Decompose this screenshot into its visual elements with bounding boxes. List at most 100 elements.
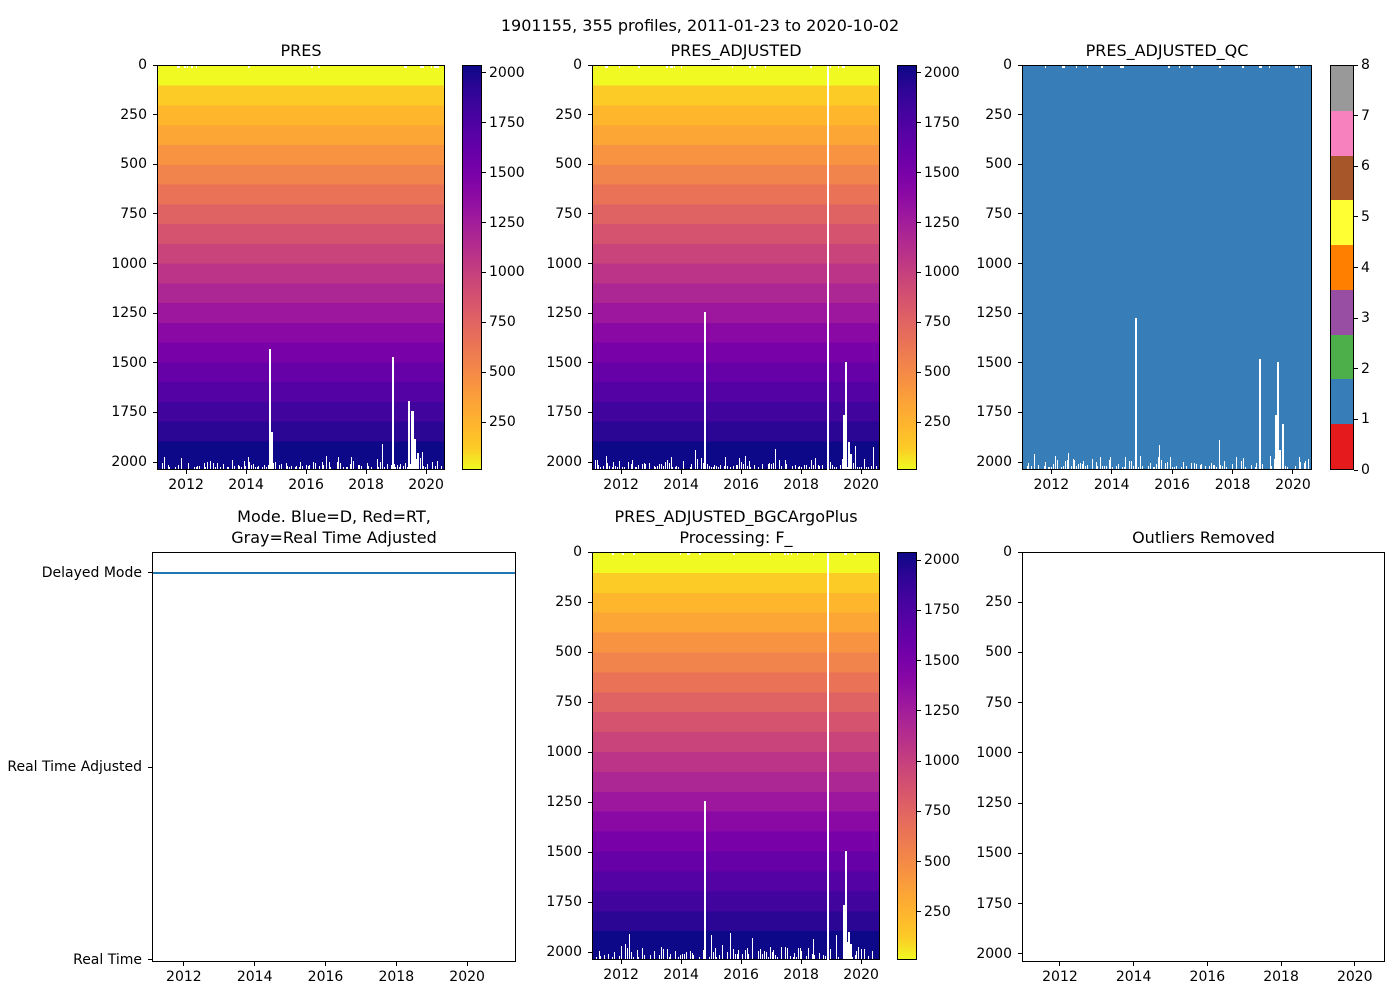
shallow-profile-noise xyxy=(1172,467,1174,469)
surface-gap-noise xyxy=(810,66,812,68)
shallow-profile-noise xyxy=(695,450,697,469)
shallow-profile-noise xyxy=(1081,464,1083,469)
x-tick-label: 2020 xyxy=(1275,477,1311,493)
x-tick-mark xyxy=(620,960,622,964)
surface-gap-noise xyxy=(611,553,615,555)
surface-gap-noise xyxy=(420,66,423,68)
y-tick-label: 0 xyxy=(1003,544,1012,560)
shallow-profile-noise xyxy=(836,466,837,469)
shallow-profile-noise xyxy=(381,444,383,469)
shallow-profile-noise xyxy=(771,464,773,469)
surface-gap-noise xyxy=(431,66,432,68)
x-tick-mark xyxy=(1133,962,1135,966)
shallow-profile-noise xyxy=(630,464,632,469)
shallow-profile-noise xyxy=(674,950,676,959)
shallow-profile-noise xyxy=(649,462,651,469)
shallow-profile-noise xyxy=(609,465,611,469)
subplot-title-mode: Mode. Blue=D, Red=RT, Gray=Real Time Adj… xyxy=(231,507,437,547)
y-tick-label: 1250 xyxy=(976,305,1012,322)
shallow-profile-noise xyxy=(360,465,362,469)
missing-data-column xyxy=(843,415,846,469)
x-tick-mark xyxy=(185,470,187,474)
x-tick-label: 2020 xyxy=(408,477,444,493)
shallow-profile-noise xyxy=(741,954,743,959)
shallow-profile-noise xyxy=(662,949,664,959)
shallow-profile-noise xyxy=(870,466,872,469)
shallow-profile-noise xyxy=(1193,463,1195,469)
shallow-profile-noise xyxy=(1201,463,1203,469)
shallow-profile-noise xyxy=(1149,462,1151,469)
shallow-profile-noise xyxy=(657,465,659,469)
colorbar-tick-label: 1750 xyxy=(924,114,960,131)
y-tick-label: 250 xyxy=(985,106,1012,123)
y-tick-label: 1750 xyxy=(546,894,582,910)
shallow-profile-noise xyxy=(627,461,629,469)
shallow-profile-noise xyxy=(1158,456,1160,469)
shallow-profile-noise xyxy=(1186,466,1188,469)
y-tick-mark xyxy=(1018,263,1022,265)
shallow-profile-noise xyxy=(682,460,684,469)
shallow-profile-noise xyxy=(1063,466,1064,469)
shallow-profile-noise xyxy=(813,938,814,959)
shallow-profile-noise xyxy=(725,456,727,469)
shallow-profile-noise xyxy=(638,465,640,469)
surface-gap-noise xyxy=(1062,66,1066,68)
y-tick-label: 1500 xyxy=(546,354,582,371)
colorbar-tick-mark xyxy=(917,861,921,863)
shallow-profile-noise xyxy=(630,952,632,959)
shallow-profile-noise xyxy=(613,462,615,469)
shallow-profile-noise xyxy=(247,456,249,469)
y-tick-mark xyxy=(153,312,157,314)
shallow-profile-noise xyxy=(338,457,340,469)
missing-data-column xyxy=(850,454,852,469)
shallow-profile-noise xyxy=(359,464,361,469)
shallow-profile-noise xyxy=(619,956,621,959)
x-tick-mark xyxy=(860,960,862,964)
surface-gap-noise xyxy=(621,553,624,555)
surface-gap-noise xyxy=(844,553,847,555)
shallow-profile-noise xyxy=(1243,458,1245,469)
plot-area-pres_adjusted xyxy=(592,65,880,470)
shallow-profile-noise xyxy=(196,466,197,469)
shallow-profile-noise xyxy=(793,953,795,959)
shallow-profile-noise xyxy=(203,463,205,469)
surface-gap-noise xyxy=(605,66,608,68)
x-tick-mark xyxy=(183,962,185,966)
shallow-profile-noise xyxy=(1076,466,1078,469)
shallow-profile-noise xyxy=(1286,466,1288,469)
shallow-profile-noise xyxy=(775,449,777,469)
shallow-profile-noise xyxy=(616,466,618,469)
x-tick-mark xyxy=(254,962,256,966)
missing-data-column xyxy=(268,348,271,469)
shallow-profile-noise xyxy=(633,956,635,959)
shallow-profile-noise xyxy=(717,466,719,469)
shallow-profile-noise xyxy=(1211,462,1213,469)
y-tick-mark xyxy=(1018,312,1022,314)
shallow-profile-noise xyxy=(811,459,812,469)
surface-gap-noise xyxy=(1101,66,1103,68)
shallow-profile-noise xyxy=(714,947,716,959)
surface-gap-noise xyxy=(1087,66,1089,68)
shallow-profile-noise xyxy=(680,954,682,959)
shallow-profile-noise xyxy=(415,459,417,469)
shallow-profile-noise xyxy=(336,462,338,469)
x-tick-mark xyxy=(466,962,468,966)
shallow-profile-noise xyxy=(1225,467,1227,469)
colorbar-tick-mark xyxy=(917,810,921,812)
colorbar-tick-mark xyxy=(917,72,921,74)
shallow-profile-noise xyxy=(174,467,176,469)
shallow-profile-noise xyxy=(729,932,731,959)
y-tick-label: 250 xyxy=(985,594,1012,611)
shallow-profile-noise xyxy=(858,466,860,469)
shallow-profile-noise xyxy=(611,466,613,469)
shallow-profile-noise xyxy=(1100,456,1101,469)
shallow-profile-noise xyxy=(1080,462,1081,469)
y-tick-label: 1250 xyxy=(976,795,1012,812)
colorbar-tick-label: 1 xyxy=(1361,411,1370,428)
shallow-profile-noise xyxy=(711,467,712,469)
surface-gap-noise xyxy=(1191,66,1194,68)
shallow-profile-noise xyxy=(167,465,169,469)
shallow-profile-noise xyxy=(662,465,664,469)
shallow-profile-noise xyxy=(1106,466,1108,469)
